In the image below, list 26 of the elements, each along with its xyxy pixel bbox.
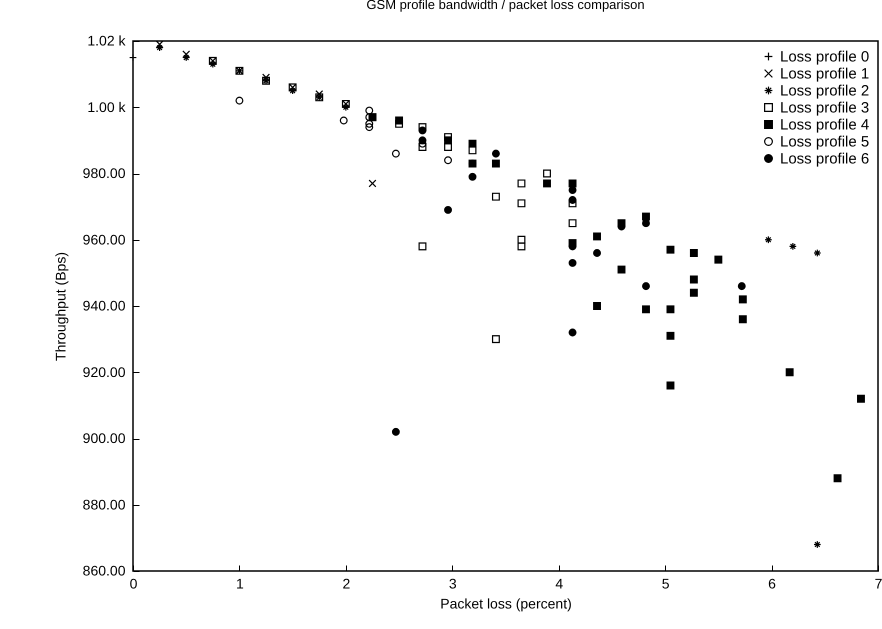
x-tick-label: 4 xyxy=(555,576,564,592)
legend-label: Loss profile 0 xyxy=(780,48,870,66)
legend-label: Loss profile 5 xyxy=(780,134,870,150)
legend-label: Loss profile 4 xyxy=(780,116,870,134)
legend-label: Loss profile 3 xyxy=(780,100,870,116)
y-axis-title: Throughput (Bps) xyxy=(52,252,69,361)
y-tick-label: 940.00 xyxy=(82,298,126,314)
y-tick-label: 1.00 k xyxy=(87,98,126,115)
x-tick-label: 0 xyxy=(130,576,138,592)
x-tick-label: 2 xyxy=(342,576,350,592)
y-tick-label: 860.00 xyxy=(82,562,126,578)
x-tick-label: 7 xyxy=(874,576,882,592)
y-tick-label: 880.00 xyxy=(82,496,126,512)
x-axis-title: Packet loss (percent) xyxy=(440,596,572,612)
y-tick-label: 900.00 xyxy=(82,430,126,446)
y-tick-label: 960.00 xyxy=(82,231,126,248)
x-tick-label: 5 xyxy=(662,576,670,592)
legend-label: Loss profile 1 xyxy=(780,66,870,82)
x-tick-label: 6 xyxy=(768,576,776,592)
x-tick-label: 3 xyxy=(448,576,457,592)
y-tick-label: 980.00 xyxy=(82,165,126,181)
y-tick-label: 1.02 k xyxy=(87,32,126,48)
x-tick-label: 1 xyxy=(236,576,244,592)
legend-label: Loss profile 6 xyxy=(780,150,870,168)
legend-label: Loss profile 2 xyxy=(780,82,870,100)
y-tick-label: 920.00 xyxy=(82,364,126,380)
